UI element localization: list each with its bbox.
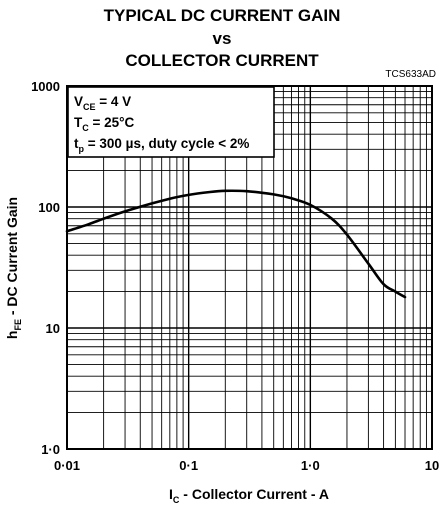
- chart-title-line-1: TYPICAL DC CURRENT GAIN: [103, 6, 341, 25]
- chart-title-line-2: vs: [212, 29, 232, 48]
- series-line-hfe: [65, 189, 407, 299]
- x-axis-label: IC - Collector Current - A: [169, 486, 329, 505]
- plot-frame: [66, 85, 433, 450]
- vce-condition: VCE = 4 V: [74, 94, 131, 112]
- y-tick-label: 10: [46, 321, 60, 336]
- y-axis-label: hFE - DC Current Gain: [4, 197, 23, 339]
- y-tick-label: 100: [38, 200, 60, 215]
- x-tick-label: 10: [425, 458, 439, 473]
- x-tick-label: 0·1: [179, 458, 198, 473]
- x-tick-label: 1·0: [301, 458, 320, 473]
- y-tick-label: 1000: [31, 79, 60, 94]
- y-tick-label: 1·0: [41, 442, 60, 457]
- tp-condition: tp = 300 µs, duty cycle < 2%: [74, 136, 249, 154]
- tick-labels: 0·01 0·1 1·0 10 1·0 10 100 1000: [31, 79, 439, 473]
- tc-condition: TC = 25°C: [74, 115, 135, 133]
- chart-title-line-3: COLLECTOR CURRENT: [125, 51, 319, 70]
- figure-code: TCS633AD: [385, 69, 436, 80]
- x-tick-label: 0·01: [54, 458, 80, 473]
